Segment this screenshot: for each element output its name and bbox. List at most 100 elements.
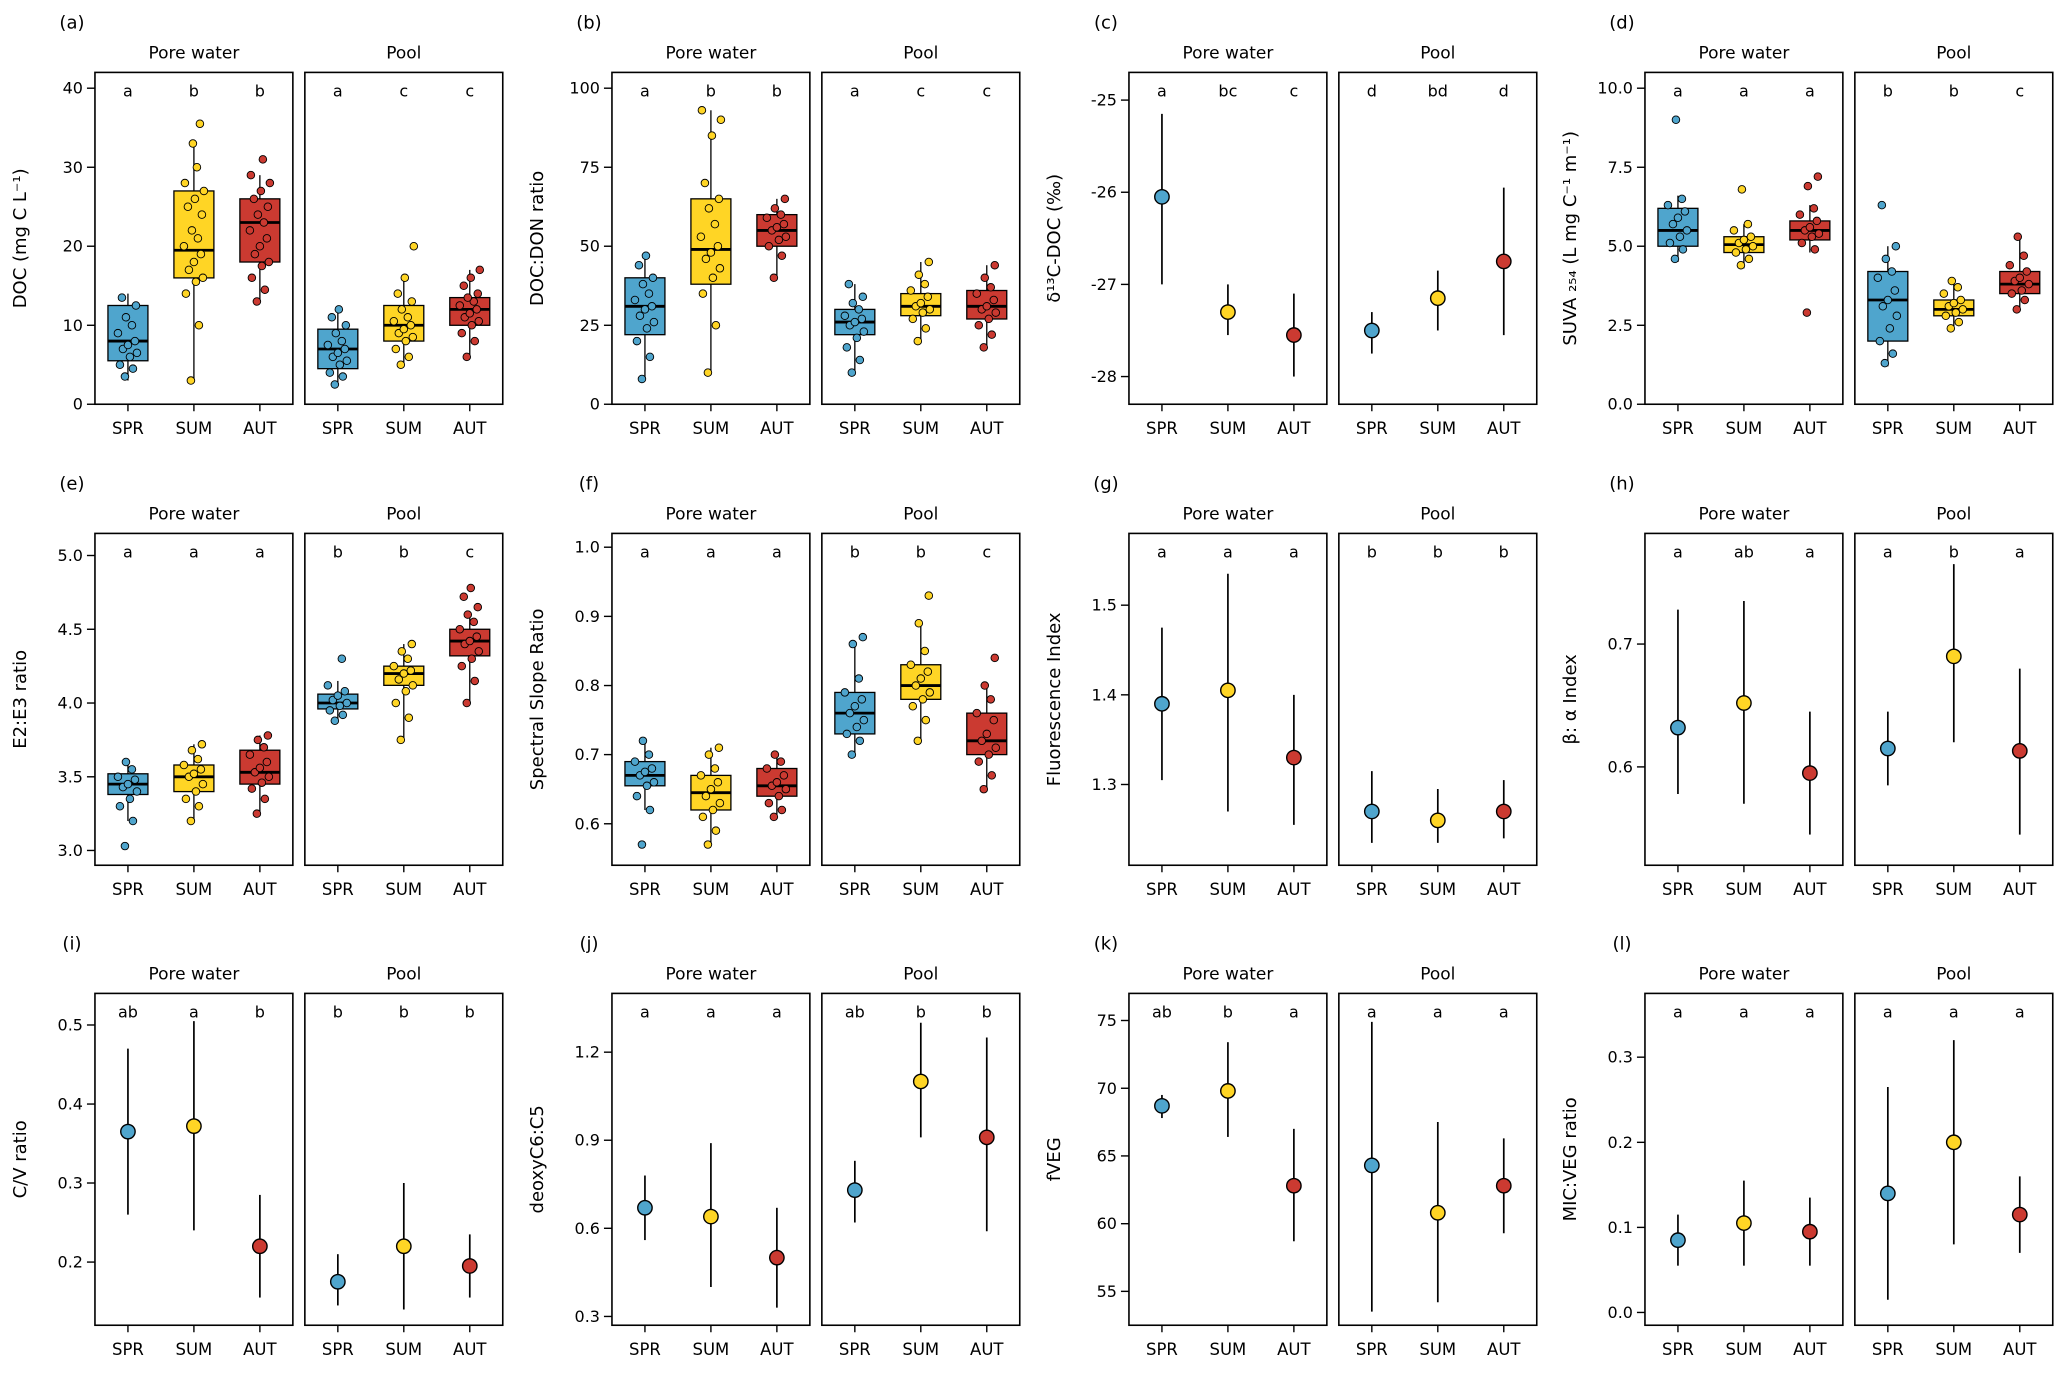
facet-title: Pore water bbox=[1182, 43, 1273, 63]
jitter-point bbox=[338, 710, 348, 719]
sig-letter: a bbox=[1805, 81, 1815, 100]
jitter-point bbox=[696, 770, 705, 780]
jitter-point bbox=[462, 698, 472, 707]
jitter-point bbox=[263, 202, 273, 211]
x-tick-label: AUT bbox=[1487, 419, 1521, 438]
y-tick-label: 0 bbox=[73, 395, 83, 414]
y-tick-label: 1.5 bbox=[1091, 595, 1116, 614]
jitter-point bbox=[859, 715, 868, 725]
jitter-point bbox=[1673, 213, 1683, 222]
sig-letter: bd bbox=[1427, 81, 1447, 100]
sig-letter: a bbox=[772, 542, 782, 561]
jitter-point bbox=[455, 301, 465, 310]
facet-panel-border bbox=[820, 71, 1021, 406]
x-tick-label: SUM bbox=[1419, 1341, 1456, 1360]
jitter-point bbox=[195, 119, 205, 129]
boxplot-sum bbox=[899, 257, 942, 346]
y-tick-label: 0.0 bbox=[1608, 1303, 1633, 1322]
jitter-point bbox=[474, 646, 484, 656]
jitter-point bbox=[645, 352, 654, 362]
pointrange-aut bbox=[1802, 1197, 1819, 1267]
y-axis-label: SUVA ₂₅₄ (L mg C⁻¹ m⁻¹) bbox=[1560, 131, 1581, 346]
boxplot-aut bbox=[965, 653, 1008, 794]
jitter-point bbox=[1680, 207, 1690, 216]
jitter-point bbox=[644, 750, 653, 759]
jitter-point bbox=[123, 779, 133, 788]
jitter-point bbox=[776, 757, 785, 766]
x-tick-label: SUM bbox=[1209, 880, 1246, 899]
jitter-point bbox=[121, 757, 131, 766]
jitter-point bbox=[120, 372, 130, 381]
boxplot-aut bbox=[755, 750, 798, 821]
facet-title: Pool bbox=[903, 965, 938, 985]
jitter-point bbox=[781, 232, 790, 241]
jitter-point bbox=[857, 314, 866, 324]
y-tick-label: 0.9 bbox=[574, 1131, 599, 1150]
jitter-point bbox=[698, 289, 707, 298]
jitter-point bbox=[191, 786, 201, 796]
jitter-point bbox=[465, 309, 475, 318]
jitter-point bbox=[764, 241, 773, 251]
facet-title: Pore water bbox=[1182, 504, 1273, 524]
facet-title: Pool bbox=[1936, 504, 1971, 524]
jitter-point bbox=[123, 340, 133, 350]
jitter-point bbox=[407, 639, 417, 648]
jitter-point bbox=[708, 805, 717, 814]
jitter-point bbox=[250, 249, 260, 259]
jitter-point bbox=[1671, 115, 1681, 125]
sig-letter: a bbox=[1432, 1003, 1442, 1022]
facet-title: Pool bbox=[1420, 965, 1455, 985]
jitter-point bbox=[1744, 254, 1754, 264]
jitter-point bbox=[647, 302, 656, 311]
jitter-point bbox=[848, 298, 857, 308]
panel-label: (b) bbox=[576, 12, 601, 33]
jitter-point bbox=[708, 273, 717, 283]
jitter-point bbox=[470, 676, 480, 685]
jitter-point bbox=[1891, 241, 1901, 251]
jitter-point bbox=[1665, 238, 1675, 248]
jitter-point bbox=[255, 763, 265, 772]
jitter-point bbox=[638, 279, 647, 289]
jitter-point bbox=[327, 313, 337, 322]
facet-title: Pore water bbox=[1699, 43, 1790, 63]
jitter-point bbox=[473, 602, 483, 612]
y-tick-label: 0.2 bbox=[58, 1253, 83, 1272]
jitter-point bbox=[191, 277, 201, 287]
x-tick-label: SPR bbox=[322, 1341, 354, 1360]
pointrange-sum bbox=[912, 1023, 929, 1138]
y-tick-label: -28 bbox=[1090, 367, 1116, 386]
y-tick-label: 10.0 bbox=[1598, 79, 1634, 98]
x-tick-label: AUT bbox=[2003, 880, 2037, 899]
boxplot-spr bbox=[317, 305, 359, 389]
jitter-point bbox=[132, 786, 142, 796]
sig-letter: bc bbox=[1218, 81, 1237, 100]
y-tick-label: 0 bbox=[590, 395, 600, 414]
jitter-point bbox=[1878, 302, 1888, 311]
jitter-point bbox=[1888, 349, 1898, 358]
facet-title: Pool bbox=[903, 43, 938, 63]
jitter-point bbox=[913, 336, 922, 346]
jitter-point bbox=[127, 321, 137, 330]
jitter-point bbox=[186, 816, 196, 825]
jitter-point bbox=[397, 646, 407, 656]
sig-letter: a bbox=[640, 81, 650, 100]
jitter-point bbox=[1873, 273, 1883, 283]
jitter-point bbox=[848, 639, 857, 648]
boxplot-aut bbox=[965, 260, 1008, 352]
jitter-point bbox=[769, 812, 778, 821]
jitter-point bbox=[1885, 324, 1895, 333]
x-tick-label: AUT bbox=[243, 1341, 277, 1360]
panel-g-chart: (g) Fluorescence Index 1.3 1.4 1.5 Pore water… bbox=[1043, 473, 1538, 899]
jitter-point bbox=[245, 226, 255, 235]
sig-letter: b bbox=[706, 81, 716, 100]
jitter-point bbox=[186, 376, 196, 385]
y-tick-label: 40 bbox=[63, 79, 83, 98]
jitter-point bbox=[409, 241, 419, 251]
y-tick-label: 55 bbox=[1096, 1282, 1116, 1301]
pointrange-spr bbox=[120, 1049, 136, 1215]
jitter-point bbox=[463, 609, 473, 619]
sig-letter: ab bbox=[845, 1003, 865, 1022]
boxplot-spr bbox=[833, 632, 876, 759]
y-tick-label: 0.6 bbox=[1608, 757, 1633, 776]
